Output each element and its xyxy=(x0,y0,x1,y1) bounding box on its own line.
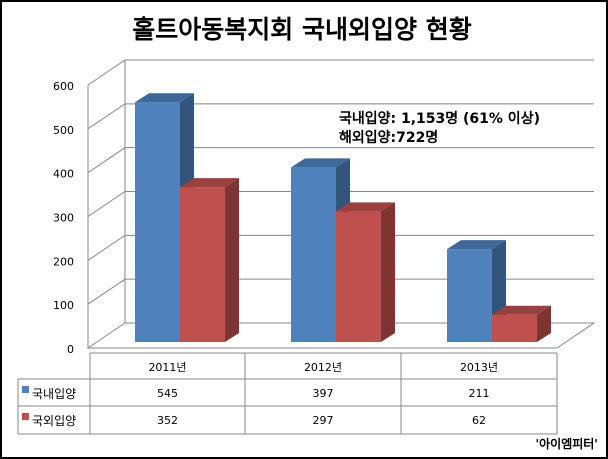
bar-top xyxy=(336,202,395,212)
source-label: '아이엠피터' xyxy=(535,436,598,451)
data-table-value: 397 xyxy=(313,387,334,400)
bar-overseas xyxy=(180,187,225,342)
bar-top xyxy=(447,240,506,250)
x-category-label: 2013년 xyxy=(460,361,498,374)
legend-swatch xyxy=(22,413,29,420)
y-tick-label: 500 xyxy=(53,124,74,137)
y-tick-label: 0 xyxy=(67,343,74,356)
bar-domestic xyxy=(447,249,492,342)
bar-side xyxy=(381,202,395,342)
data-table-value: 545 xyxy=(157,387,178,400)
bar-domestic xyxy=(291,167,336,342)
bar-overseas xyxy=(492,314,537,342)
bar-domestic xyxy=(135,102,180,342)
chart-title: 홀트아동복지회 국내외입양 현황 xyxy=(132,15,471,44)
bar-top xyxy=(492,305,551,315)
bar-top xyxy=(180,178,239,188)
bar-overseas xyxy=(336,211,381,342)
legend-label: 국내입양 xyxy=(32,387,76,401)
annotation-text: 해외입양:722명 xyxy=(339,129,438,146)
y-tick-label: 100 xyxy=(53,299,74,312)
data-table-value: 297 xyxy=(313,414,334,427)
annotation-text: 국내입양: 1,153명 (61% 이상) xyxy=(339,110,540,127)
x-category-label: 2012년 xyxy=(304,361,342,374)
y-tick-label: 300 xyxy=(53,212,74,225)
y-tick-label: 400 xyxy=(53,168,74,181)
legend-swatch xyxy=(22,386,29,393)
bar-top xyxy=(135,93,194,103)
data-table-value: 352 xyxy=(157,414,178,427)
bar-top xyxy=(291,158,350,168)
bar-side xyxy=(225,178,239,342)
legend-label: 국외입양 xyxy=(32,414,76,428)
data-table-value: 211 xyxy=(469,387,490,400)
bar-side xyxy=(537,305,551,342)
x-category-label: 2011년 xyxy=(148,361,186,374)
gridline xyxy=(87,59,594,86)
y-tick-label: 200 xyxy=(53,255,74,268)
data-table-value: 62 xyxy=(472,414,486,427)
y-tick-label: 600 xyxy=(53,80,74,93)
